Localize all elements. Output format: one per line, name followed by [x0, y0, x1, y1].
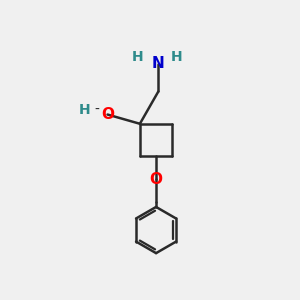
- Text: H: H: [79, 103, 90, 117]
- Text: -: -: [95, 103, 100, 116]
- Text: H: H: [132, 50, 143, 64]
- Text: N: N: [152, 56, 165, 71]
- Text: O: O: [101, 107, 114, 122]
- Text: H: H: [171, 50, 183, 64]
- Text: O: O: [150, 172, 163, 187]
